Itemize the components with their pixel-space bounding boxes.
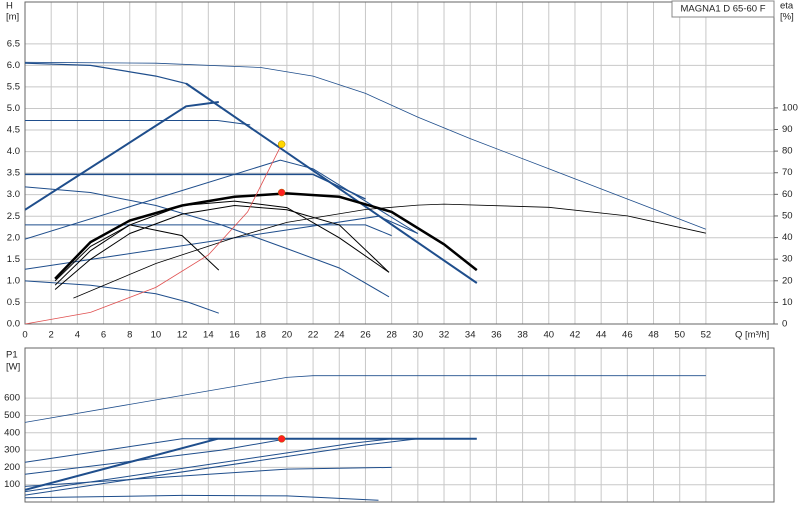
curve: [54, 192, 478, 280]
curve: [25, 280, 219, 314]
curve: [25, 466, 392, 487]
y-tick-label: 200: [4, 462, 20, 473]
curve: [25, 186, 390, 298]
y-tick-label: 6.0: [7, 60, 20, 71]
curve: [25, 224, 392, 237]
y2-tick-label: 70: [782, 167, 793, 178]
x-tick-label: 26: [360, 330, 371, 341]
y-label: H: [6, 1, 13, 12]
x-tick-label: 16: [229, 330, 240, 341]
y-tick-label: 500: [4, 410, 20, 421]
x-tick-label: 18: [255, 330, 266, 341]
x-tick-label: 36: [491, 330, 502, 341]
x-tick-label: 52: [701, 330, 712, 341]
curve: [25, 120, 251, 126]
x-tick-label: 4: [75, 330, 80, 341]
y-tick-label: 400: [4, 427, 20, 438]
x-tick-label: 44: [596, 330, 607, 341]
y2-tick-label: 100: [782, 102, 798, 113]
curve: [25, 101, 219, 211]
curve: [54, 200, 390, 286]
y2-unit: [%]: [780, 12, 794, 23]
y-tick-label: 2.0: [7, 232, 20, 243]
y2-tick-label: 60: [782, 189, 793, 200]
x-tick-label: 6: [101, 330, 106, 341]
x-tick-label: 10: [151, 330, 162, 341]
y2-tick-label: 50: [782, 210, 793, 221]
y-tick-label: 5.0: [7, 103, 20, 114]
x-tick-label: 32: [439, 330, 450, 341]
y-tick-label: 2.5: [7, 211, 20, 222]
curve: [25, 437, 218, 491]
y2-tick-label: 0: [782, 319, 787, 330]
y-tick-label: 5.5: [7, 81, 20, 92]
curve: [25, 215, 419, 270]
x-tick-label: 28: [386, 330, 397, 341]
x-label: Q [m³/h]: [735, 330, 769, 341]
x-tick-label: 50: [674, 330, 685, 341]
curve: [25, 438, 209, 463]
x-tick-label: 38: [517, 330, 528, 341]
chart-title: MAGNA1 D 65-60 F: [681, 4, 766, 15]
plot-frame: [24, 347, 775, 503]
y2-tick-label: 40: [782, 232, 793, 243]
x-tick-label: 0: [22, 330, 27, 341]
curve: [73, 203, 706, 299]
point: [277, 435, 286, 443]
y-tick-label: 1.5: [7, 254, 20, 265]
curve: [25, 438, 287, 475]
y-tick-label: 6.5: [7, 38, 20, 49]
y-tick-label: 3.5: [7, 168, 20, 179]
x-tick-label: 20: [282, 330, 293, 341]
x-tick-label: 12: [177, 330, 188, 341]
plots: 0.0 0.5 1.0 1.5 2.0 2.5 3.0 3.5 4.0 4.5 5.0 5.5 6.0 6…: [4, 1, 798, 503]
curve: [25, 438, 418, 496]
x-tick-label: 42: [570, 330, 581, 341]
y-tick-label: 100: [4, 479, 20, 490]
y-tick-label: 300: [4, 445, 20, 456]
x-tick-label: 14: [203, 330, 214, 341]
x-tick-label: 2: [49, 330, 54, 341]
curve: [25, 144, 283, 324]
point: [277, 140, 286, 148]
curve: [54, 224, 220, 282]
y2-label: eta: [780, 1, 794, 12]
x-tick-label: 34: [465, 330, 476, 341]
y-unit: [m]: [6, 12, 19, 23]
y-tick-label: 0.5: [7, 297, 20, 308]
curve: [25, 438, 392, 493]
y2-tick-label: 90: [782, 124, 793, 135]
y2-tick-label: 80: [782, 146, 793, 157]
title-box: [671, 0, 775, 18]
curve: [25, 61, 707, 230]
y-tick-label: 600: [4, 393, 20, 404]
y-tick-label: 4.5: [7, 125, 20, 136]
curve: [25, 494, 379, 501]
x-tick-label: 30: [413, 330, 424, 341]
x-tick-label: 22: [308, 330, 319, 341]
y2-tick-label: 10: [782, 297, 793, 308]
y-tick-label: 3.0: [7, 189, 20, 200]
x-tick-label: 24: [334, 330, 345, 341]
x-tick-label: 48: [648, 330, 659, 341]
x-tick-label: 8: [127, 330, 132, 341]
x-tick-label: 46: [622, 330, 633, 341]
point: [277, 188, 286, 197]
curve: [25, 375, 706, 423]
y-tick-label: 4.0: [7, 146, 20, 157]
curve: [54, 204, 390, 290]
plot-frame: [24, 1, 775, 325]
y-tick-label: 1.0: [7, 275, 20, 286]
x-tick-label: 40: [543, 330, 554, 341]
y-label: P1: [6, 350, 18, 361]
curve: [25, 159, 419, 240]
y-tick-label: 0.0: [7, 319, 20, 330]
y2-tick-label: 20: [782, 275, 793, 286]
y2-tick-label: 30: [782, 254, 793, 265]
y-unit: [W]: [6, 362, 20, 373]
